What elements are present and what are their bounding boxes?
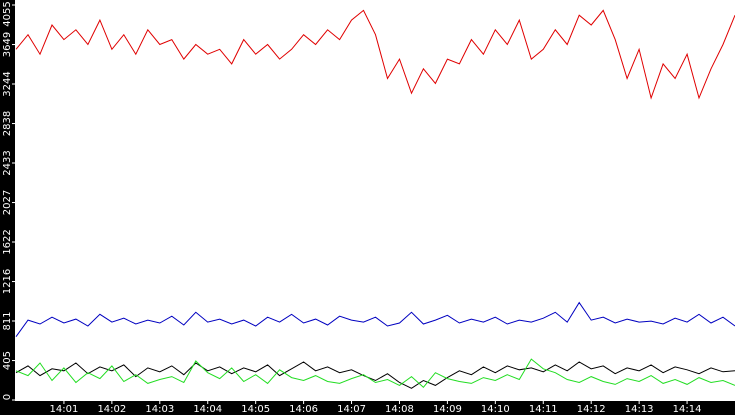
x-tick-label: 14:08 [385, 404, 414, 415]
x-tick-label: 14:04 [193, 404, 222, 415]
x-axis-strip [0, 401, 735, 415]
y-tick-label: 3649 [2, 32, 13, 57]
y-tick-label: 3244 [2, 71, 13, 96]
y-tick-label: 405 [2, 351, 13, 370]
x-tick-label: 14:06 [289, 404, 318, 415]
x-tick-label: 14:13 [625, 404, 654, 415]
series-line [15, 301, 735, 337]
x-tick-label: 14:12 [577, 404, 606, 415]
x-tick-label: 14:09 [433, 404, 462, 415]
series-line [15, 358, 735, 389]
y-axis-strip [0, 0, 15, 415]
y-tick-label: 811 [2, 311, 13, 330]
x-tick-label: 14:07 [337, 404, 366, 415]
y-tick-label: 4055 [2, 1, 13, 26]
series-line [15, 361, 735, 389]
x-tick-label: 14:02 [97, 404, 126, 415]
x-tick-label: 14:10 [481, 404, 510, 415]
x-tick-label: 14:11 [529, 404, 558, 415]
x-tick-label: 14:14 [673, 404, 702, 415]
y-tick-label: 0 [2, 394, 13, 400]
y-tick-label: 2027 [2, 190, 13, 215]
y-tick-label: 1622 [2, 229, 13, 254]
y-tick-label: 2838 [2, 111, 13, 136]
y-tick-label: 2433 [2, 150, 13, 175]
y-tick-label: 1216 [2, 269, 13, 294]
series-line [15, 9, 735, 100]
x-tick-label: 14:01 [50, 404, 79, 415]
x-tick-label: 14:03 [145, 404, 174, 415]
x-tick-label: 14:05 [241, 404, 270, 415]
